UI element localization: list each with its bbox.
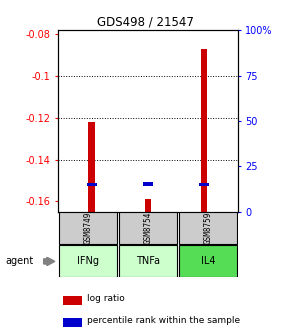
- Bar: [119, 212, 177, 245]
- Text: IFNg: IFNg: [77, 256, 99, 266]
- Text: TNFa: TNFa: [136, 256, 160, 266]
- Text: GSM8754: GSM8754: [143, 212, 153, 244]
- Bar: [201, 49, 207, 212]
- Text: log ratio: log ratio: [87, 294, 125, 303]
- Text: IL4: IL4: [201, 256, 215, 266]
- Bar: [199, 183, 209, 186]
- Bar: [88, 122, 95, 212]
- Bar: [63, 296, 81, 305]
- Bar: [87, 183, 97, 186]
- Text: GDS498 / 21547: GDS498 / 21547: [97, 15, 193, 28]
- Bar: [179, 212, 237, 245]
- Bar: [63, 318, 81, 327]
- Bar: [119, 245, 177, 277]
- Text: percentile rank within the sample: percentile rank within the sample: [87, 316, 240, 325]
- Bar: [143, 182, 153, 185]
- Text: GSM8759: GSM8759: [203, 212, 212, 244]
- Bar: [59, 212, 117, 245]
- Bar: [144, 199, 151, 212]
- Text: agent: agent: [6, 256, 34, 266]
- Bar: [179, 245, 237, 277]
- Text: GSM8749: GSM8749: [84, 212, 93, 244]
- FancyArrow shape: [44, 257, 55, 266]
- Bar: [59, 245, 117, 277]
